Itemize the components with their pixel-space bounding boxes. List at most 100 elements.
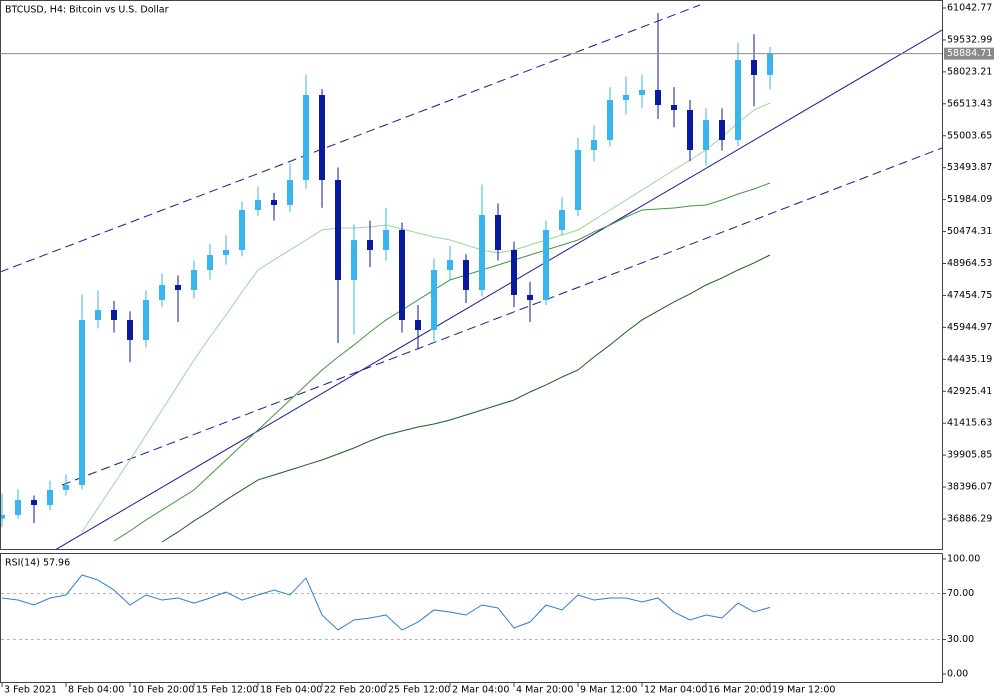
- candle-body: [1, 514, 5, 519]
- y-tick-label: 55003.65: [947, 130, 992, 141]
- candle-body: [303, 95, 309, 180]
- x-tick-label: 18 Feb 04:00: [260, 685, 322, 696]
- candle-body: [687, 110, 693, 151]
- y-tick-label: 56513.43: [947, 98, 992, 109]
- candle-body: [655, 89, 661, 105]
- candle-body: [751, 59, 757, 75]
- y-tick-label: 45944.97: [947, 322, 992, 333]
- candle-body: [47, 489, 53, 505]
- x-tick-label: 12 Mar 04:00: [644, 685, 707, 696]
- candle-body: [351, 239, 357, 280]
- y-tick-label: 61042.77: [947, 3, 992, 14]
- y-tick-label: 70.00: [947, 588, 974, 599]
- moving-average: [113, 182, 771, 542]
- plot-area: [1, 13, 773, 543]
- y-tick-label: 39905.85: [947, 450, 992, 461]
- candle-body: [431, 269, 437, 330]
- x-tick-label: 9 Mar 12:00: [580, 685, 637, 696]
- support-line: [55, 29, 942, 549]
- y-tick-label: 47454.75: [947, 290, 992, 301]
- candle-body: [559, 209, 565, 230]
- candle-body: [175, 284, 181, 290]
- moving-average: [81, 102, 771, 533]
- y-tick-label: 50474.31: [947, 226, 992, 237]
- price-tag: [944, 47, 994, 60]
- candle-body: [575, 150, 581, 210]
- candle-body: [15, 499, 21, 515]
- y-tick-label: 59532.99: [947, 34, 992, 45]
- candle-body: [207, 254, 213, 270]
- x-tick-label: 2 Mar 04:00: [452, 685, 509, 696]
- y-tick-label: 36886.29: [947, 514, 992, 525]
- candle-body: [319, 95, 325, 180]
- candle-body: [703, 120, 709, 151]
- candle-body: [287, 179, 293, 205]
- x-tick-label: 8 Feb 04:00: [68, 685, 124, 696]
- channel-bottom: [61, 147, 942, 486]
- price-label: 58884.71: [947, 48, 992, 59]
- trend-lines: [1, 4, 942, 549]
- x-tick-label: 15 Feb 12:00: [196, 685, 258, 696]
- candle-body: [543, 229, 549, 300]
- y-tick-label: 38396.07: [947, 482, 992, 493]
- candle-body: [463, 259, 469, 290]
- candle-body: [591, 139, 597, 151]
- candle-body: [735, 59, 741, 140]
- candle-body: [719, 120, 725, 140]
- y-tick-label: 42925.41: [947, 386, 992, 397]
- y-tick-label: 53493.87: [947, 162, 992, 173]
- candle-body: [767, 53, 773, 75]
- rsi-title: RSI(14) 57.96: [5, 558, 70, 569]
- candle-body: [335, 179, 341, 280]
- channel-top: [1, 4, 701, 273]
- candle-body: [255, 199, 261, 210]
- candle-body: [623, 95, 629, 100]
- x-tick-label: 3 Feb 2021: [4, 685, 57, 696]
- y-tick-label: 0.00: [947, 669, 968, 680]
- candle-body: [511, 249, 517, 295]
- candle-body: [399, 229, 405, 320]
- candle-body: [111, 309, 117, 320]
- candle-body: [495, 214, 501, 250]
- y-tick-label: 30.00: [947, 634, 974, 645]
- moving-average: [161, 254, 771, 543]
- candle-body: [31, 499, 37, 505]
- y-tick-label: 41415.63: [947, 418, 992, 429]
- candle-body: [223, 249, 229, 255]
- x-tick-label: 4 Mar 20:00: [516, 685, 573, 696]
- candle-body: [607, 99, 613, 140]
- candle-body: [143, 299, 149, 340]
- candle-body: [239, 209, 245, 250]
- y-tick-label: 48964.53: [947, 258, 992, 269]
- candle-body: [63, 484, 69, 490]
- candle-body: [671, 104, 677, 110]
- candle-body: [447, 259, 453, 270]
- y-tick-label: 58023.21: [947, 66, 992, 77]
- x-tick-label: 25 Feb 12:00: [388, 685, 450, 696]
- candle-body: [527, 294, 533, 300]
- candle-body: [271, 199, 277, 205]
- candle-body: [159, 284, 165, 300]
- y-tick-label: 44435.19: [947, 354, 992, 365]
- candle-body: [479, 214, 485, 290]
- candle-body: [367, 239, 373, 250]
- x-tick-label: 10 Feb 20:00: [132, 685, 194, 696]
- y-tick-label: 51984.09: [947, 194, 992, 205]
- x-tick-label: 16 Mar 20:00: [708, 685, 771, 696]
- price-panel: [0, 0, 943, 550]
- x-tick-label: 19 Mar 12:00: [772, 685, 835, 696]
- candle-body: [191, 269, 197, 290]
- candle-body: [127, 319, 133, 340]
- candle-body: [639, 89, 645, 96]
- candle-body: [79, 319, 85, 485]
- chart-title: BTCUSD, H4: Bitcoin vs U.S. Dollar: [5, 5, 169, 16]
- candle-body: [415, 319, 421, 330]
- rsi-line: [1, 574, 771, 631]
- x-tick-label: 22 Feb 20:00: [324, 685, 386, 696]
- y-tick-label: 100.00: [947, 553, 980, 564]
- rsi-panel: [0, 553, 943, 683]
- candle-body: [95, 309, 101, 320]
- candle-body: [383, 229, 389, 250]
